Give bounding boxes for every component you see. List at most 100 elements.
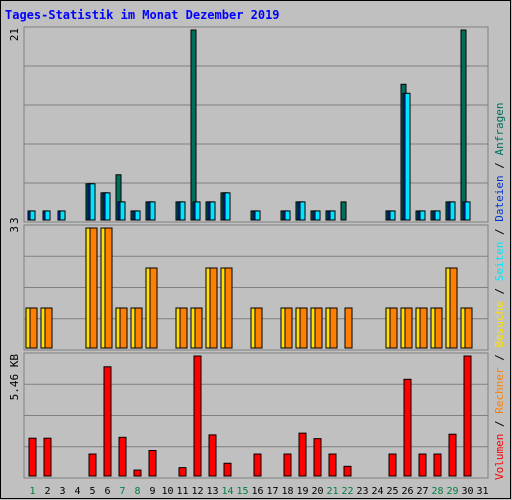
- bar-rechner: [134, 307, 143, 349]
- bar-rechner: [389, 307, 398, 349]
- y-axis-max-label: 5.46 KB: [8, 354, 21, 401]
- panel-frame: [23, 26, 489, 223]
- x-tick-label: 5: [89, 486, 95, 497]
- bar-rechner: [224, 267, 233, 349]
- bar-rechner: [449, 267, 458, 349]
- bar-volumen: [283, 453, 292, 477]
- bar-volumen: [118, 436, 127, 477]
- bar-anfragen: [460, 29, 467, 221]
- bar-seiten: [134, 210, 141, 221]
- bar-rechner: [179, 307, 188, 349]
- bar-seiten: [29, 210, 36, 221]
- panel-visits: 3: [8, 224, 489, 351]
- legend-item: Seiten: [493, 242, 506, 288]
- bar-volumen: [208, 434, 217, 477]
- bar-seiten: [179, 201, 186, 221]
- x-tick-label: 15: [236, 486, 248, 497]
- y-axis-max-label: 3: [8, 226, 21, 233]
- bar-seiten: [59, 210, 66, 221]
- bar-anfragen: [190, 29, 197, 221]
- bar-seiten: [314, 210, 321, 221]
- bar-rechner: [299, 307, 308, 349]
- x-tick-label: 27: [416, 486, 428, 497]
- bar-rechner: [149, 267, 158, 349]
- bar-volumen: [298, 432, 307, 477]
- bar-rechner: [209, 267, 218, 349]
- bar-volumen: [328, 453, 337, 477]
- bar-volumen: [223, 462, 232, 477]
- x-tick-label: 9: [149, 486, 155, 497]
- bar-seiten: [329, 210, 336, 221]
- bar-volumen: [343, 465, 352, 477]
- bar-volumen: [418, 453, 427, 477]
- panel-hits: 21 3: [8, 26, 489, 224]
- bar-seiten: [449, 201, 456, 221]
- legend-item: Volumen: [493, 434, 506, 480]
- bar-volumen: [103, 366, 112, 477]
- bar-seiten: [284, 210, 291, 221]
- x-tick-label: 13: [206, 486, 218, 497]
- bar-volumen: [178, 467, 187, 477]
- x-tick-label: 21: [326, 486, 338, 497]
- x-tick-label: 25: [386, 486, 398, 497]
- x-tick-label: 23: [356, 486, 368, 497]
- bar-rechner: [434, 307, 443, 349]
- bar-seiten: [419, 210, 426, 221]
- x-tick-label: 30: [461, 486, 473, 497]
- bar-seiten: [464, 201, 471, 221]
- bar-rechner: [419, 307, 428, 349]
- x-tick-label: 19: [296, 486, 308, 497]
- x-tick-label: 2: [44, 486, 50, 497]
- bar-rechner: [104, 227, 113, 349]
- x-tick-label: 4: [74, 486, 80, 497]
- x-tick-label: 17: [266, 486, 278, 497]
- bar-volumen: [463, 355, 472, 477]
- bar-seiten: [119, 201, 126, 221]
- bar-volumen: [28, 437, 37, 477]
- bar-rechner: [29, 307, 38, 349]
- bar-seiten: [299, 201, 306, 221]
- bar-volumen: [253, 453, 262, 477]
- bar-volumen: [403, 378, 412, 477]
- legend-separator: /: [493, 420, 506, 433]
- bar-volumen: [88, 453, 97, 477]
- x-tick-label: 1: [29, 486, 35, 497]
- bar-rechner: [344, 307, 353, 349]
- x-tick-label: 24: [371, 486, 383, 497]
- bar-volumen: [448, 433, 457, 477]
- y-axis-min-label: 3: [8, 217, 21, 224]
- x-tick-label: 29: [446, 486, 458, 497]
- x-tick-label: 31: [476, 486, 488, 497]
- x-tick-label: 6: [104, 486, 110, 497]
- bar-seiten: [404, 92, 411, 221]
- bar-rechner: [284, 307, 293, 349]
- bar-seiten: [389, 210, 396, 221]
- x-tick-label: 12: [191, 486, 203, 497]
- x-tick-label: 11: [176, 486, 188, 497]
- legend-separator: /: [493, 228, 506, 241]
- bar-seiten: [194, 201, 201, 221]
- x-tick-label: 20: [311, 486, 323, 497]
- bar-rechner: [44, 307, 53, 349]
- x-tick-label: 22: [341, 486, 353, 497]
- bar-rechner: [329, 307, 338, 349]
- bar-volumen: [148, 450, 157, 477]
- x-tick-label: 26: [401, 486, 413, 497]
- legend-separator: /: [493, 162, 506, 175]
- x-tick-label: 7: [119, 486, 125, 497]
- bar-volumen: [133, 469, 142, 477]
- bar-seiten: [44, 210, 51, 221]
- bar-seiten: [254, 210, 261, 221]
- x-tick-label: 3: [59, 486, 65, 497]
- x-tick-label: 18: [281, 486, 293, 497]
- panel-volume: 5.46 KB: [8, 352, 489, 479]
- legend-item: Anfragen: [493, 102, 506, 162]
- bar-seiten: [104, 192, 111, 221]
- y-axis-max-label: 21: [8, 28, 21, 41]
- bar-anfragen: [340, 201, 347, 221]
- bar-seiten: [149, 201, 156, 221]
- x-tick-label: 16: [251, 486, 263, 497]
- legend-item: Besuche: [493, 301, 506, 354]
